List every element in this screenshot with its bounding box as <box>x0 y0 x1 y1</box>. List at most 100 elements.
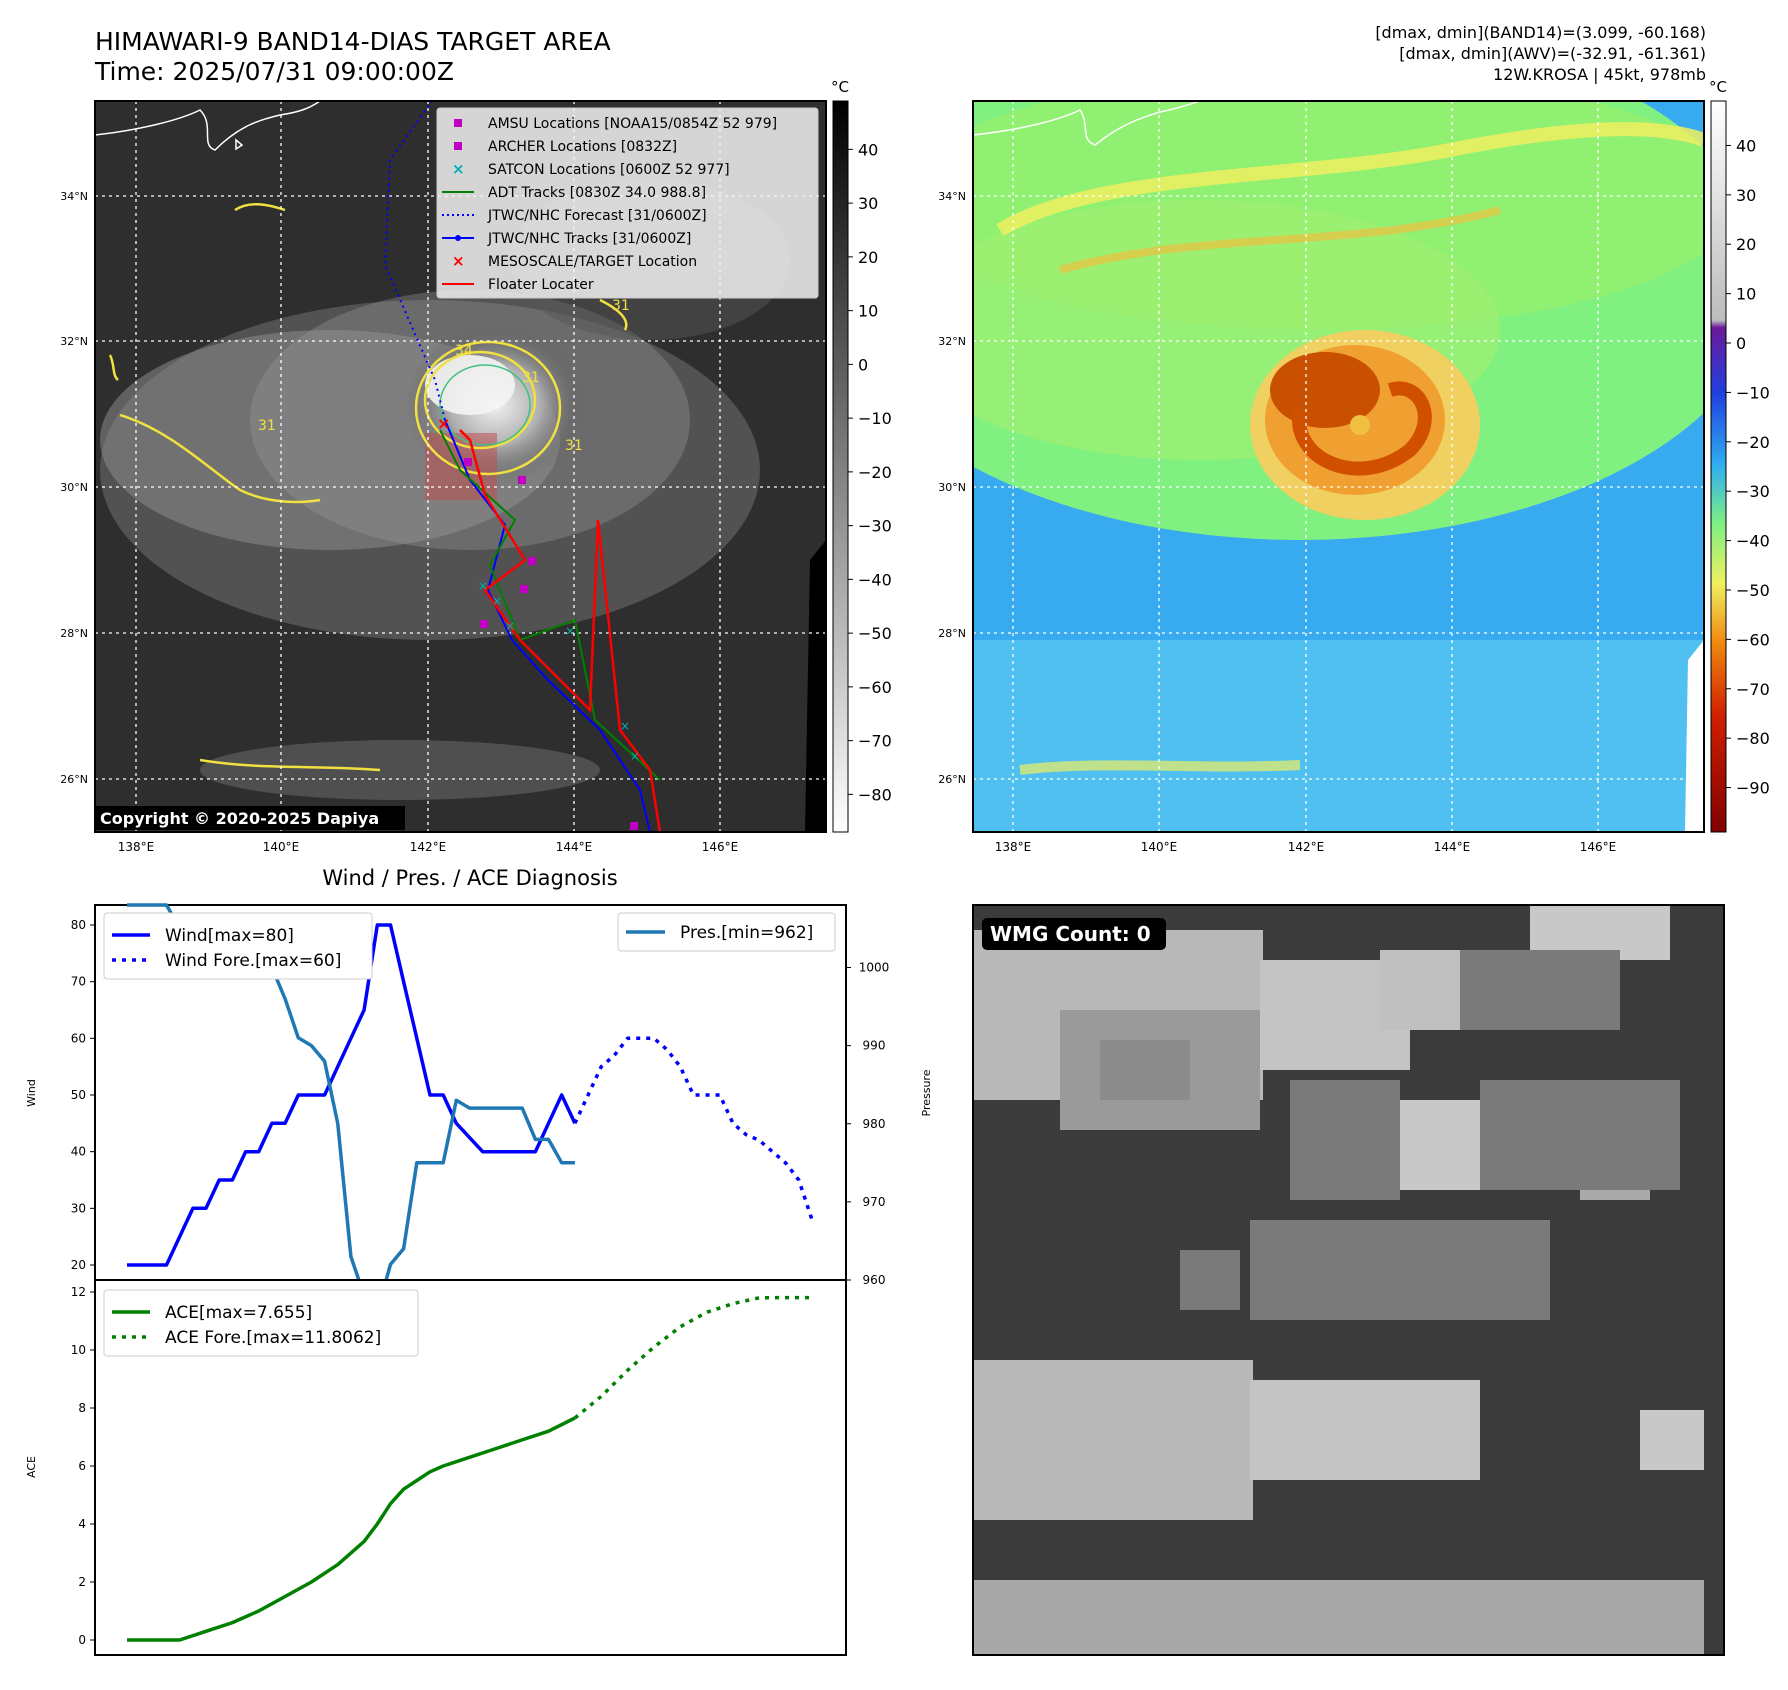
lon-label: 142°E <box>1288 840 1325 854</box>
wind-tick-label: 70 <box>71 975 86 989</box>
lon-label: 144°E <box>556 840 593 854</box>
colorbar-tick-label: 0 <box>1736 334 1746 353</box>
pressure-axis-label: Pressure <box>920 1069 933 1116</box>
legend-marker-dot <box>455 235 461 241</box>
satcon-markers: ××× ××× <box>478 579 640 763</box>
svg-text:×: × <box>478 579 488 593</box>
ace-tick-label: 10 <box>71 1343 86 1357</box>
legend-label: AMSU Locations [NOAA15/0854Z 52 979] <box>488 116 777 132</box>
adt-track <box>439 429 661 781</box>
ir-map-panel: ××× ××× × AMSU Locations [NOAA15/0854Z 5… <box>94 100 827 833</box>
legend-label: Floater Locater <box>488 277 594 293</box>
stats-line-1: [dmax, dmin](BAND14)=(3.099, -60.168) <box>1375 23 1706 42</box>
colorbar-tick-label: 30 <box>858 194 878 213</box>
colorbar-tick-label: −20 <box>1736 433 1770 452</box>
wind-tick-label: 80 <box>71 918 86 932</box>
series-line-4 <box>573 1295 812 1420</box>
colorbar-tick-label: −90 <box>1736 779 1770 798</box>
colorbar-tick-label: −70 <box>1736 680 1770 699</box>
contour-label: 31 <box>565 438 583 454</box>
figure-title: HIMAWARI-9 BAND14-DIAS TARGET AREA <box>95 27 611 56</box>
ace-tick-label: 8 <box>78 1401 86 1415</box>
ir-legend: AMSU Locations [NOAA15/0854Z 52 979] ARCH… <box>436 107 819 299</box>
floater-track <box>459 429 662 832</box>
colorbar-tick-label: −80 <box>858 785 892 804</box>
legend-label: ADT Tracks [0830Z 34.0 988.8] <box>488 185 706 201</box>
lon-label: 142°E <box>410 840 447 854</box>
ace-tick-label: 0 <box>78 1633 86 1647</box>
wind-pressure-chart: 20 30 40 50 60 70 80 960 970 980 990 1000 Wind Pressu… <box>25 903 933 1314</box>
lat-label: 30°N <box>938 481 966 494</box>
lat-label: 28°N <box>60 627 88 640</box>
color-map-panel <box>972 100 1705 833</box>
gray-colorbar-unit: °C <box>831 78 849 96</box>
colorbar-tick-label: 10 <box>1736 285 1756 304</box>
lon-label: 140°E <box>263 840 300 854</box>
wind-tick-label: 20 <box>71 1258 86 1272</box>
wind-tick-label: 30 <box>71 1201 86 1215</box>
lon-label: 146°E <box>702 840 739 854</box>
legend-marker <box>454 119 462 127</box>
colorbar-tick-label: −60 <box>1736 630 1770 649</box>
colorbar-tick-label: −50 <box>858 624 892 643</box>
wmg-panel: WMG Count: 0 <box>972 904 1725 1656</box>
colorbar-tick-label: −70 <box>858 732 892 751</box>
lat-label: 34°N <box>938 190 966 203</box>
colorbar-tick-label: 20 <box>858 248 878 267</box>
svg-text:×: × <box>565 624 575 638</box>
stats-line-2: [dmax, dmin](AWV)=(-32.91, -61.361) <box>1399 44 1706 63</box>
colorbar-tick-label: −20 <box>858 463 892 482</box>
ace-tick-label: 6 <box>78 1459 86 1473</box>
legend-label: Wind[max=80] <box>165 926 294 946</box>
jtwc-observed-track <box>444 419 651 832</box>
colorbar-tick-label: −40 <box>1736 532 1770 551</box>
wind-tick-label: 40 <box>71 1145 86 1159</box>
wind-tick-label: 60 <box>71 1031 86 1045</box>
diagnosis-title: Wind / Pres. / ACE Diagnosis <box>322 866 617 890</box>
colorbar-tick-label: 0 <box>858 355 868 374</box>
pressure-tick-label: 980 <box>863 1117 886 1131</box>
colorbar-tick-label: −30 <box>858 517 892 536</box>
legend-label: ARCHER Locations [0832Z] <box>488 139 677 155</box>
colorbar-tick-label: −50 <box>1736 581 1770 600</box>
stats-line-3: 12W.KROSA | 45kt, 978mb <box>1493 65 1706 84</box>
lat-label: 26°N <box>938 773 966 786</box>
contour-label: 34 <box>455 343 473 359</box>
legend-marker <box>454 142 462 150</box>
figure-time: Time: 2025/07/31 09:00:00Z <box>94 57 454 86</box>
legend-label: JTWC/NHC Forecast [31/0600Z] <box>487 208 707 224</box>
colorbar-tick-label: −60 <box>858 678 892 697</box>
legend-marker: × <box>452 252 465 270</box>
legend-label: Wind Fore.[max=60] <box>165 951 341 971</box>
legend-label: Pres.[min=962] <box>680 923 813 943</box>
svg-text:×: × <box>620 719 630 733</box>
contour-label: 31 <box>522 370 540 386</box>
wmg-count-label: WMG Count: 0 <box>990 922 1151 946</box>
copyright-box <box>95 806 405 830</box>
lon-label: 138°E <box>995 840 1032 854</box>
lat-label: 28°N <box>938 627 966 640</box>
colorbar-tick-label: 10 <box>858 302 878 321</box>
svg-text:×: × <box>505 619 515 633</box>
lat-label: 26°N <box>60 773 88 786</box>
svg-text:×: × <box>630 749 640 763</box>
contour-label: 31 <box>258 418 276 434</box>
colorbar-tick-label: −10 <box>858 409 892 428</box>
contour-label: 31 <box>612 298 630 314</box>
ace-chart: 0 2 4 6 8 10 12 ACE ACE[max=7.655] ACE Fore.[max… <box>25 1279 847 1656</box>
pressure-tick-label: 970 <box>863 1195 886 1209</box>
lon-label: 138°E <box>118 840 155 854</box>
colorbar-tick-label: 30 <box>1736 186 1756 205</box>
legend-label: ACE Fore.[max=11.8062] <box>165 1328 381 1348</box>
legend-label: SATCON Locations [0600Z 52 977] <box>488 162 730 178</box>
lon-label: 146°E <box>1580 840 1617 854</box>
legend-label: JTWC/NHC Tracks [31/0600Z] <box>487 231 691 247</box>
pressure-tick-label: 960 <box>863 1273 886 1287</box>
pressure-legend-box <box>617 912 836 952</box>
lat-label: 34°N <box>60 190 88 203</box>
color-colorbar-unit: °C <box>1709 78 1727 96</box>
series-line-3 <box>127 1416 576 1642</box>
ace-legend-box <box>103 1289 419 1357</box>
wind-legend-box <box>103 912 373 980</box>
